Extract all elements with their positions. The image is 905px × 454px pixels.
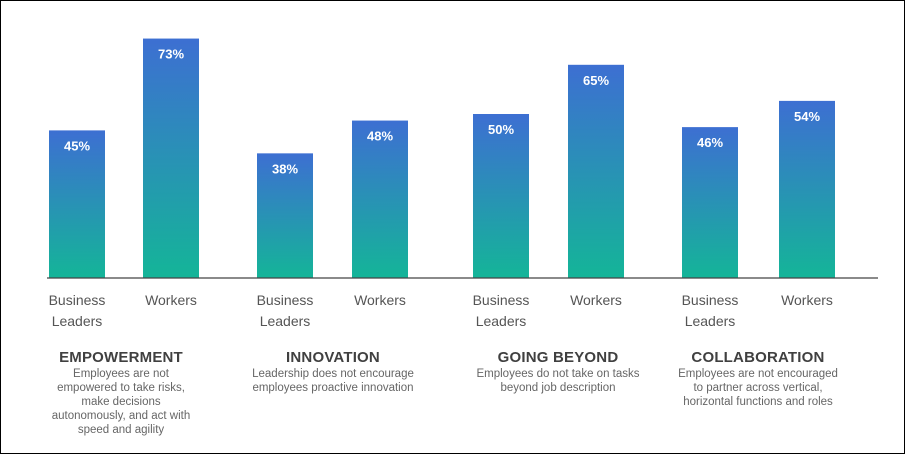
group-title: COLLABORATION [691,349,825,366]
bar [682,127,738,279]
x-tick-label: Leaders [476,313,527,329]
bar-value-label: 54% [794,109,820,124]
group-description: Employees are not encouraged to partner … [678,368,838,408]
x-tick-label: Workers [354,292,406,308]
group-title: EMPOWERMENT [59,349,183,366]
bar-value-label: 73% [158,47,184,62]
bar [49,130,105,278]
group-description: Employees are not empowered to take risk… [51,368,191,436]
group-caption-innovation: INNOVATION Leadership does not encourage… [223,349,443,395]
x-tick-label: Workers [145,292,197,308]
x-tick-label: Leaders [260,313,311,329]
bar [473,114,529,278]
x-tick-label: Leaders [52,313,103,329]
group-caption-empowerment: EMPOWERMENT Employees are not empowered … [11,349,231,437]
group-title: GOING BEYOND [497,349,619,366]
bar-value-label: 38% [272,161,298,176]
bar [352,120,408,278]
group-title: INNOVATION [286,349,380,366]
bar [568,64,624,278]
group-description: Leadership does not encourage employees … [252,368,414,394]
group-caption-going-beyond: GOING BEYOND Employees do not take on ta… [448,349,668,395]
group-description: Employees do not take on tasks beyond jo… [476,368,640,394]
x-tick-label: Business [49,292,106,308]
bar-value-label: 45% [64,138,90,153]
bar-value-label: 50% [488,122,514,137]
x-tick-label: Business [473,292,530,308]
bar [143,38,199,279]
x-tick-label: Leaders [685,313,736,329]
bar-value-label: 48% [367,129,393,144]
x-tick-label: Business [682,292,739,308]
x-tick-label: Business [257,292,314,308]
x-tick-label: Workers [570,292,622,308]
bar [257,153,313,278]
x-tick-label: Workers [781,292,833,308]
bar-value-label: 65% [583,73,609,88]
bar [779,100,835,278]
bar-value-label: 46% [697,135,723,150]
group-caption-collaboration: COLLABORATION Employees are not encourag… [648,349,868,409]
